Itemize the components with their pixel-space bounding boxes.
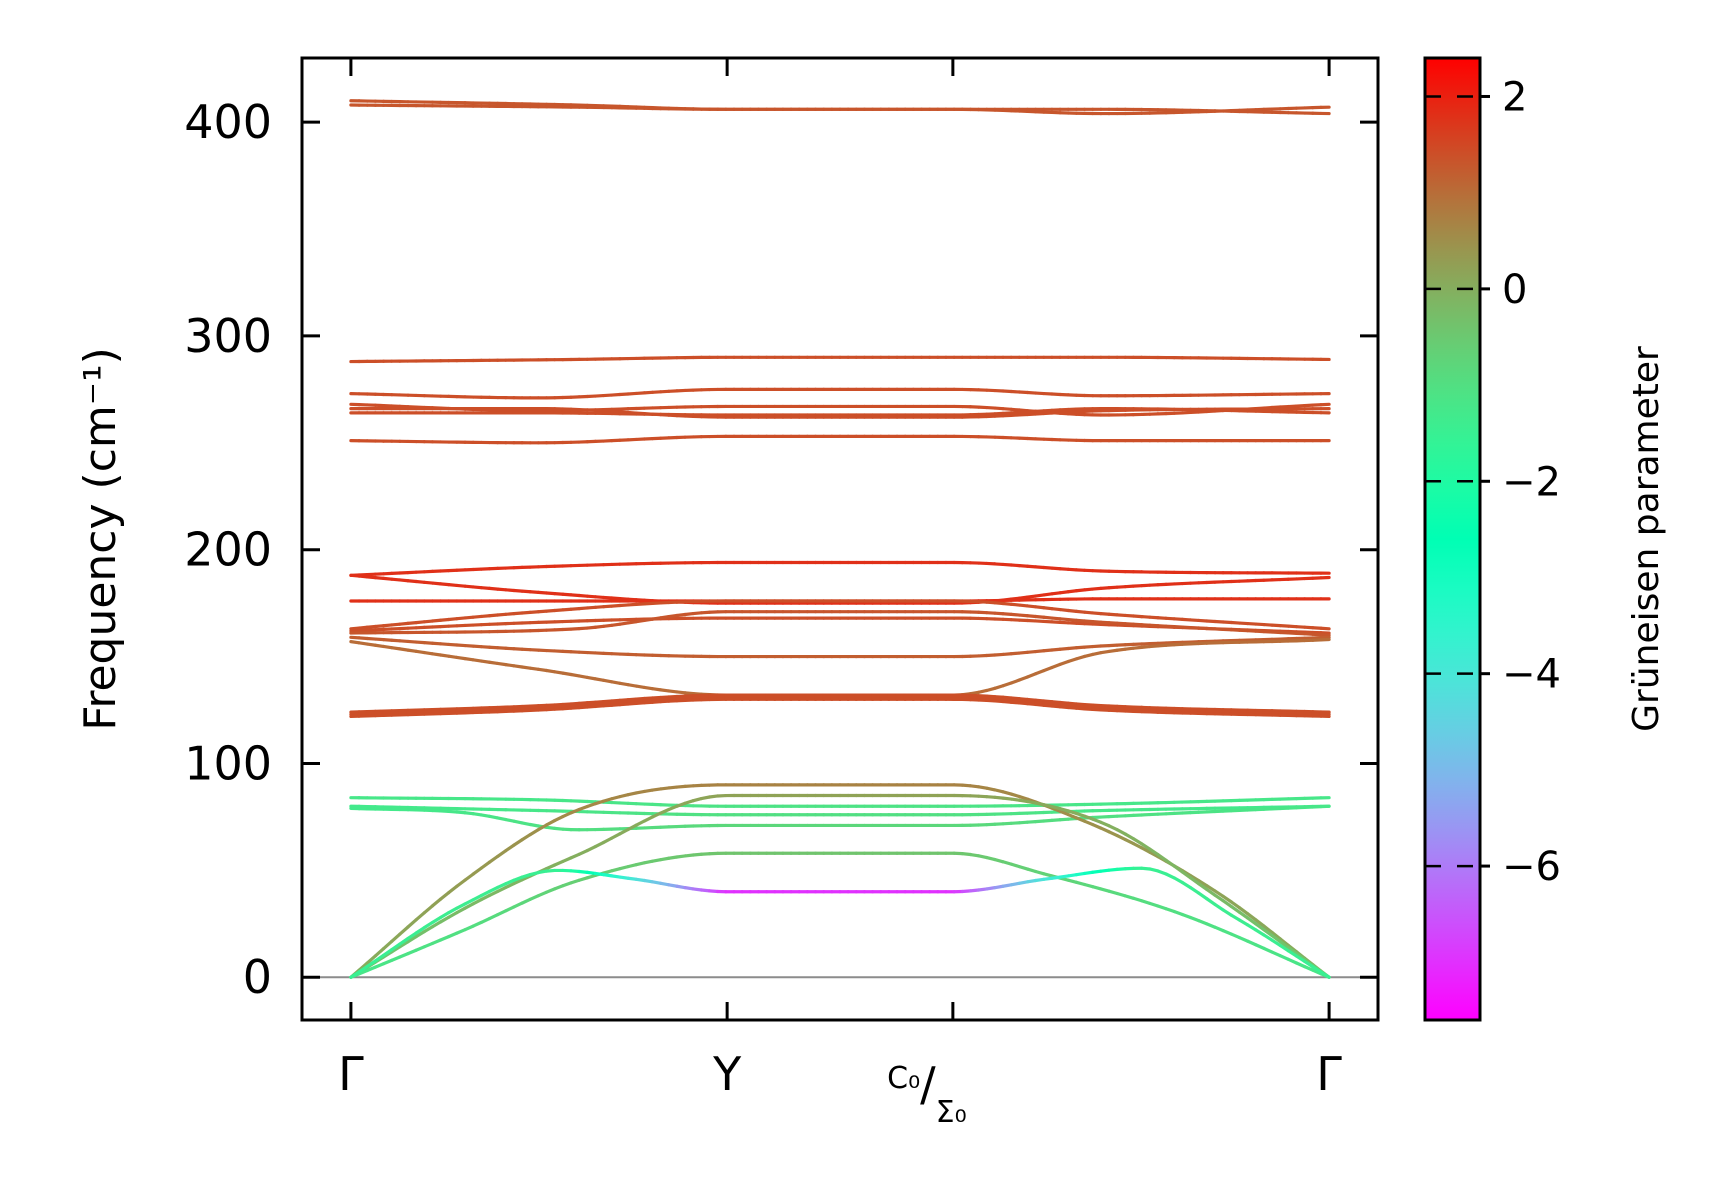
y-tick-label: 0 xyxy=(243,950,272,1004)
y-tick-label: 400 xyxy=(184,95,272,149)
colorbar: 2 0 −2 −4 −6 xyxy=(1425,58,1561,1020)
x-tick-label: Γ xyxy=(1316,1047,1342,1101)
colorbar-tick-label: −2 xyxy=(1502,459,1561,505)
y-tick-label: 200 xyxy=(184,523,272,577)
colorbar-tick-label: 0 xyxy=(1502,267,1527,313)
colorbar-tick-label: 2 xyxy=(1502,74,1527,120)
x-tick-label: Γ xyxy=(338,1047,364,1101)
y-axis-label: Frequency (cm⁻¹) xyxy=(75,347,126,731)
branch-segment xyxy=(1321,628,1329,629)
x-tick-label: C₀/Σ₀ xyxy=(887,1057,966,1130)
plot-area xyxy=(302,58,1378,1020)
y-tick-label: 100 xyxy=(184,736,272,790)
x-tick-label: Y xyxy=(712,1047,742,1101)
colorbar-label: Grüneisen parameter xyxy=(1626,346,1667,732)
plot-background xyxy=(302,58,1378,1020)
colorbar-tick-label: −4 xyxy=(1502,652,1561,698)
y-tick-label: 300 xyxy=(184,309,272,363)
colorbar-tick-label: −6 xyxy=(1502,844,1561,890)
colorbar-gradient xyxy=(1425,58,1480,1020)
